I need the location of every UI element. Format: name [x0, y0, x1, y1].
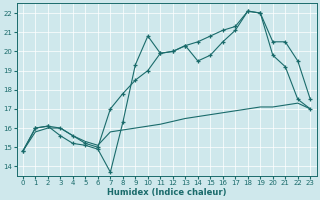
X-axis label: Humidex (Indice chaleur): Humidex (Indice chaleur) [107, 188, 226, 197]
